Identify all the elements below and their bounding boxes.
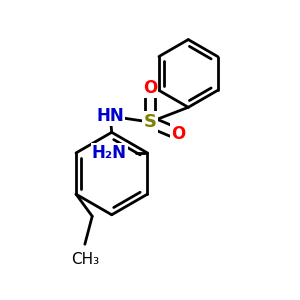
Text: O: O: [143, 79, 157, 97]
Text: CH₃: CH₃: [71, 252, 99, 267]
Text: H₂N: H₂N: [92, 144, 127, 162]
Text: HN: HN: [96, 107, 124, 125]
Text: S: S: [143, 113, 157, 131]
Text: O: O: [171, 125, 185, 143]
